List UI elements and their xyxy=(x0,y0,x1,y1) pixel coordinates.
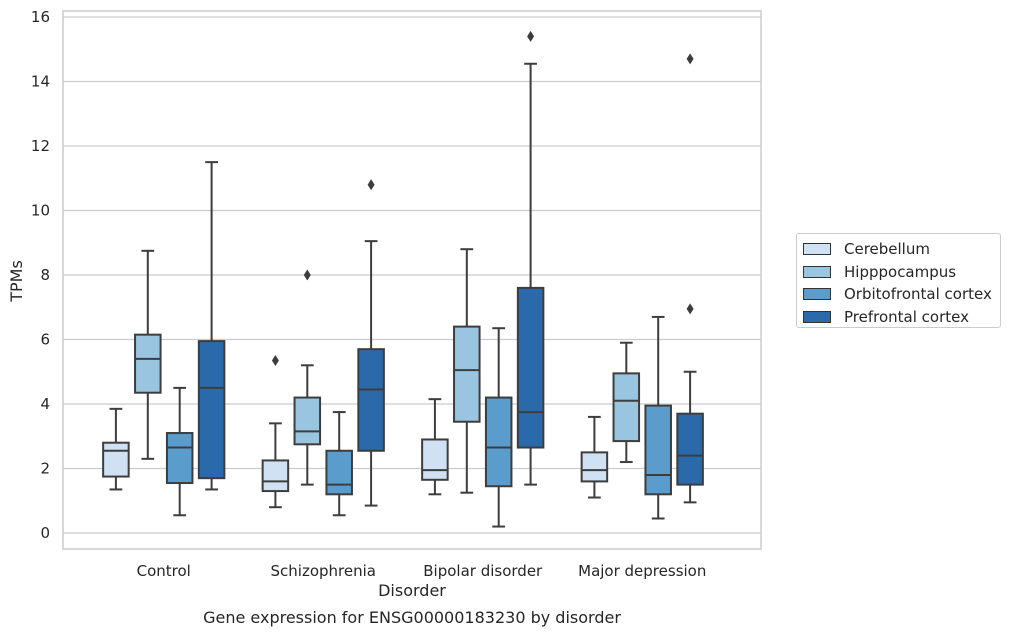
box-iqr xyxy=(516,286,545,449)
y-tick-labels: 0 2 4 6 8 10 12 14 16 xyxy=(31,8,50,542)
legend-item-orbitofrontal-cortex: Orbitofrontal cortex xyxy=(803,283,1000,306)
y-tick-label-6: 6 xyxy=(40,331,50,349)
legend-label-hippocampus: Hipppocampus xyxy=(844,262,957,281)
box-iqr xyxy=(165,432,194,485)
outlier-point xyxy=(527,30,535,42)
legend-label-cerebellum: Cerebellum xyxy=(844,240,930,259)
box-iqr xyxy=(453,325,481,423)
box-iqr xyxy=(134,333,162,394)
box-3-3 xyxy=(484,327,513,528)
box-4-2 xyxy=(612,341,641,464)
y-tick-label-2: 2 xyxy=(40,460,50,478)
box-iqr xyxy=(102,441,130,478)
y-axis-label: TPMs xyxy=(7,260,26,303)
legend-swatch-orbitofrontal-cortex xyxy=(803,288,831,301)
x-tick-label-1: Control xyxy=(137,562,191,580)
outlier-point xyxy=(367,179,375,191)
outlier-point xyxy=(271,354,279,366)
outlier-point xyxy=(686,53,694,65)
chart-title: Gene expression for ENSG00000183230 by d… xyxy=(203,608,621,627)
box-iqr xyxy=(484,396,513,488)
box-iqr xyxy=(676,412,704,486)
box-2-2 xyxy=(293,269,322,486)
legend-label-prefrontal-cortex: Prefrontal cortex xyxy=(844,307,969,326)
y-tick-label-8: 8 xyxy=(40,266,50,284)
y-tick-label-4: 4 xyxy=(40,395,50,413)
plot-frame xyxy=(62,10,762,550)
box-4-3 xyxy=(644,315,672,520)
box-1-1 xyxy=(102,407,130,491)
box-3-1 xyxy=(421,398,449,496)
legend-label-orbitofrontal-cortex: Orbitofrontal cortex xyxy=(844,285,992,304)
box-iqr xyxy=(644,404,672,496)
box-iqr xyxy=(421,438,449,481)
box-1-2 xyxy=(134,249,162,460)
box-4-4 xyxy=(676,53,704,504)
box-3-2 xyxy=(453,248,481,494)
box-4-1 xyxy=(580,415,609,499)
y-tick-label-14: 14 xyxy=(31,73,50,91)
x-tick-label-3: Bipolar disorder xyxy=(423,562,543,580)
box-2-1 xyxy=(261,354,290,509)
box-iqr xyxy=(357,348,385,452)
box-3-4 xyxy=(516,30,545,486)
y-tick-label-10: 10 xyxy=(31,202,50,220)
x-tick-label-2: Schizophrenia xyxy=(271,562,376,580)
y-tick-label-0: 0 xyxy=(40,524,50,542)
x-tick-label-4: Major depression xyxy=(578,562,706,580)
y-tick-label-16: 16 xyxy=(31,8,50,26)
x-axis-label: Disorder xyxy=(378,581,446,600)
legend-swatch-cerebellum xyxy=(803,243,831,256)
box-1-3 xyxy=(165,386,194,517)
box-iqr xyxy=(612,372,641,443)
legend-swatch-hippocampus xyxy=(803,265,831,278)
box-2-4 xyxy=(357,179,385,507)
legend-item-prefrontal-cortex: Prefrontal cortex xyxy=(803,306,1000,329)
legend-item-cerebellum: Cerebellum xyxy=(803,238,1000,261)
box-iqr xyxy=(293,396,322,446)
box-iqr xyxy=(580,451,609,483)
legend: Cerebellum Hipppocampus Orbitofrontal co… xyxy=(796,233,1001,328)
y-tick-label-12: 12 xyxy=(31,137,50,155)
outlier-point xyxy=(303,269,311,281)
box-iqr xyxy=(197,340,226,480)
box-1-4 xyxy=(197,161,226,491)
box-iqr xyxy=(325,449,353,496)
legend-item-hippocampus: Hipppocampus xyxy=(803,261,1000,284)
box-2-3 xyxy=(325,411,353,517)
outlier-point xyxy=(686,303,694,315)
box-iqr xyxy=(261,459,290,493)
x-tick-labels: Control Schizophrenia Bipolar disorder Majo… xyxy=(137,562,707,580)
box-plots xyxy=(102,30,704,528)
legend-swatch-prefrontal-cortex xyxy=(803,310,831,323)
